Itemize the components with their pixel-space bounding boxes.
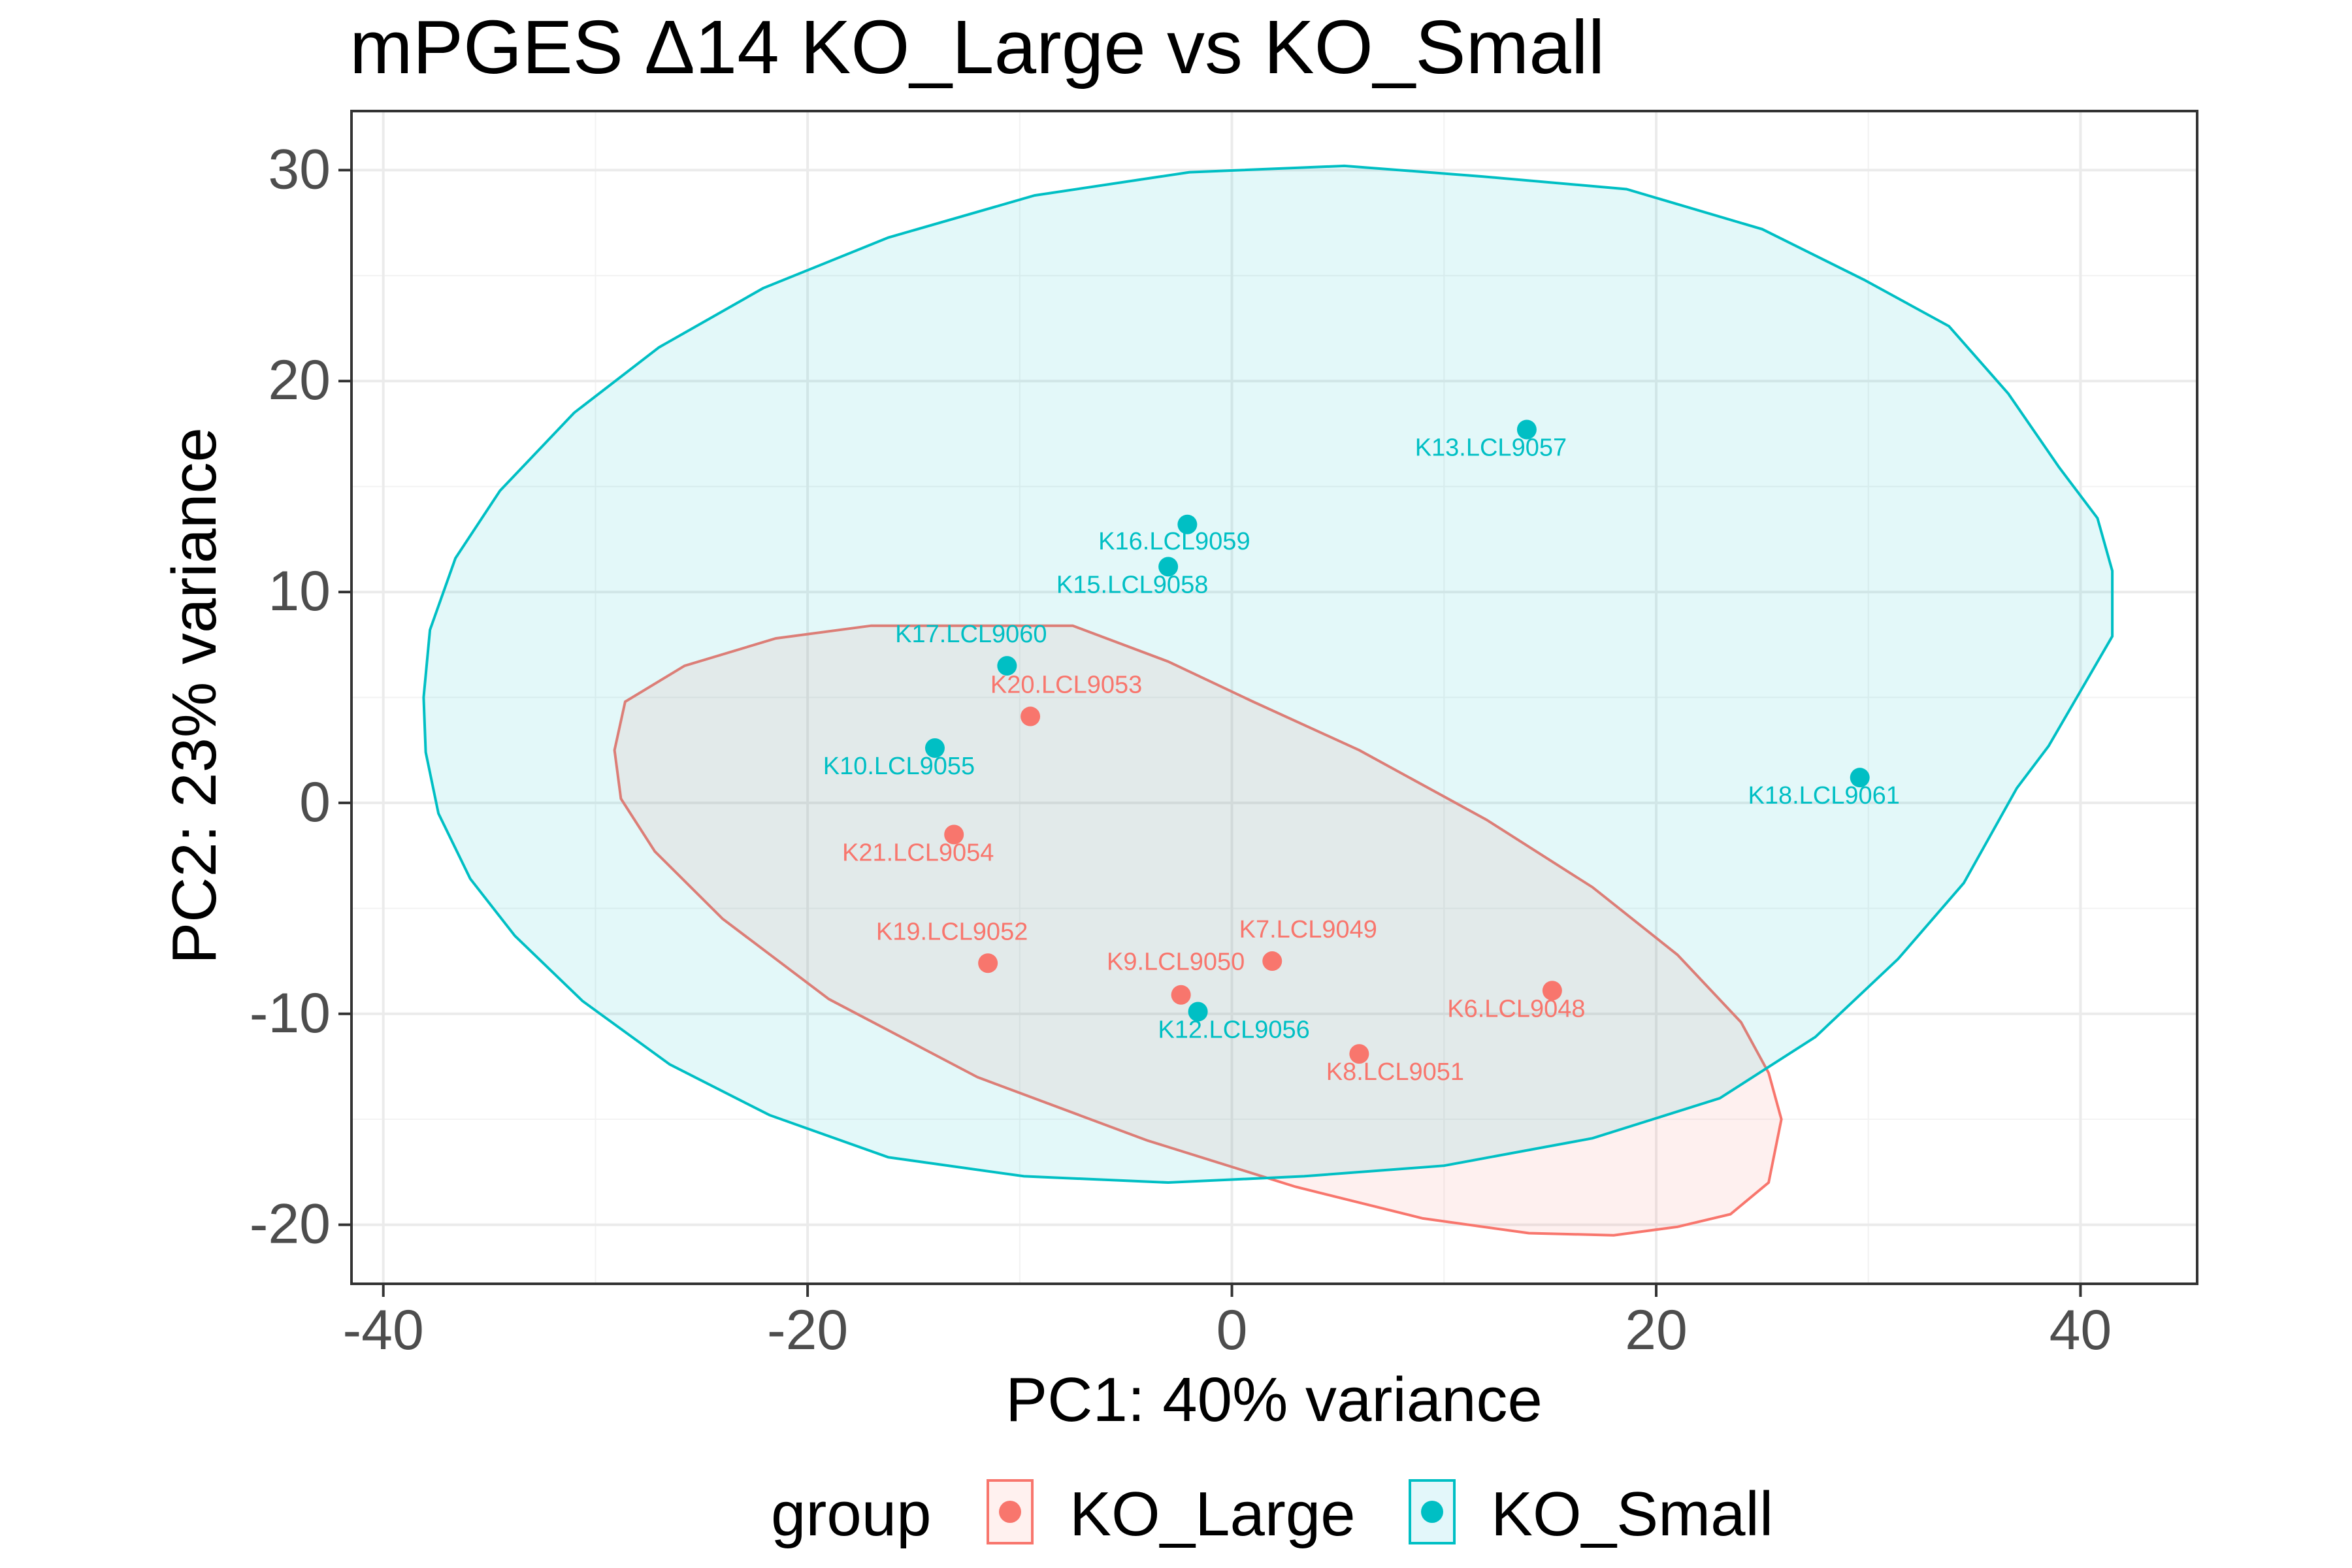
data-point-label: K16.LCL9059 <box>1098 528 1250 555</box>
x-tick-label: -20 <box>767 1299 848 1362</box>
y-tick-label: 10 <box>268 560 331 623</box>
data-point <box>978 953 998 973</box>
y-tick-label: -10 <box>250 982 331 1045</box>
data-point <box>1542 981 1562 1001</box>
data-point-label: K10.LCL9055 <box>823 753 975 780</box>
legend: group KO_Large KO_Small <box>771 1479 1773 1549</box>
data-point <box>1262 951 1282 972</box>
data-point-label: K6.LCL9048 <box>1447 995 1585 1022</box>
legend-item-ko-small: KO_Small <box>1409 1479 1773 1549</box>
legend-item-ko-large: KO_Large <box>987 1479 1356 1549</box>
data-point <box>1516 419 1537 440</box>
x-tick-label: 40 <box>2050 1299 2112 1362</box>
plot-panel: K20.LCL9053 K21.LCL9054 K19.LCL9052 K7.LCL9… <box>350 110 2198 1285</box>
x-tick-label: -40 <box>343 1299 424 1362</box>
data-point <box>1188 1002 1208 1022</box>
data-point-label: K9.LCL9050 <box>1107 949 1245 976</box>
legend-dot-ko-large <box>999 1501 1021 1523</box>
data-point <box>1850 768 1870 788</box>
y-tick-label: 30 <box>268 138 331 201</box>
plot-border <box>350 110 2198 1285</box>
data-point <box>1171 985 1191 1005</box>
x-tick-label: 20 <box>1625 1299 1688 1362</box>
legend-dot-ko-small <box>1421 1501 1443 1523</box>
data-point-label: K20.LCL9053 <box>990 672 1142 699</box>
y-axis-ticks: -20 -10 0 10 20 30 <box>250 138 351 1256</box>
data-point-label: K12.LCL9056 <box>1158 1017 1309 1044</box>
data-point-label: K19.LCL9052 <box>876 918 1028 945</box>
y-tick-label: -20 <box>250 1193 331 1256</box>
data-point <box>944 825 964 845</box>
ellipse-ko-small <box>422 164 2114 1184</box>
legend-label-ko-large: KO_Large <box>1070 1479 1356 1549</box>
data-point-label: K15.LCL9058 <box>1056 571 1208 598</box>
data-point-label: K21.LCL9054 <box>842 839 994 866</box>
x-tick-label: 0 <box>1217 1299 1248 1362</box>
data-point-label: K13.LCL9057 <box>1415 434 1567 461</box>
data-point <box>1349 1044 1369 1064</box>
data-point-label: K7.LCL9049 <box>1239 916 1377 943</box>
chart-title: mPGES Δ14 KO_Large vs KO_Small <box>350 5 1605 90</box>
data-point-label: K8.LCL9051 <box>1326 1058 1464 1086</box>
data-point <box>924 738 945 758</box>
data-point-label: K18.LCL9061 <box>1748 782 1899 809</box>
legend-title: group <box>771 1479 932 1549</box>
y-tick-label: 20 <box>268 349 331 412</box>
data-point <box>1177 514 1198 534</box>
data-point <box>997 656 1017 676</box>
ellipse-ko-large <box>613 624 1783 1237</box>
y-tick-label: 0 <box>299 771 331 834</box>
x-axis-ticks: -40 -20 0 20 40 <box>343 1284 2112 1362</box>
y-axis-title: PC2: 23% variance <box>159 427 229 964</box>
data-point <box>1021 706 1041 727</box>
data-point <box>1158 557 1179 577</box>
x-axis-title: PC1: 40% variance <box>1005 1365 1543 1435</box>
data-point-label: K17.LCL9060 <box>895 621 1047 648</box>
legend-label-ko-small: KO_Small <box>1491 1479 1773 1549</box>
